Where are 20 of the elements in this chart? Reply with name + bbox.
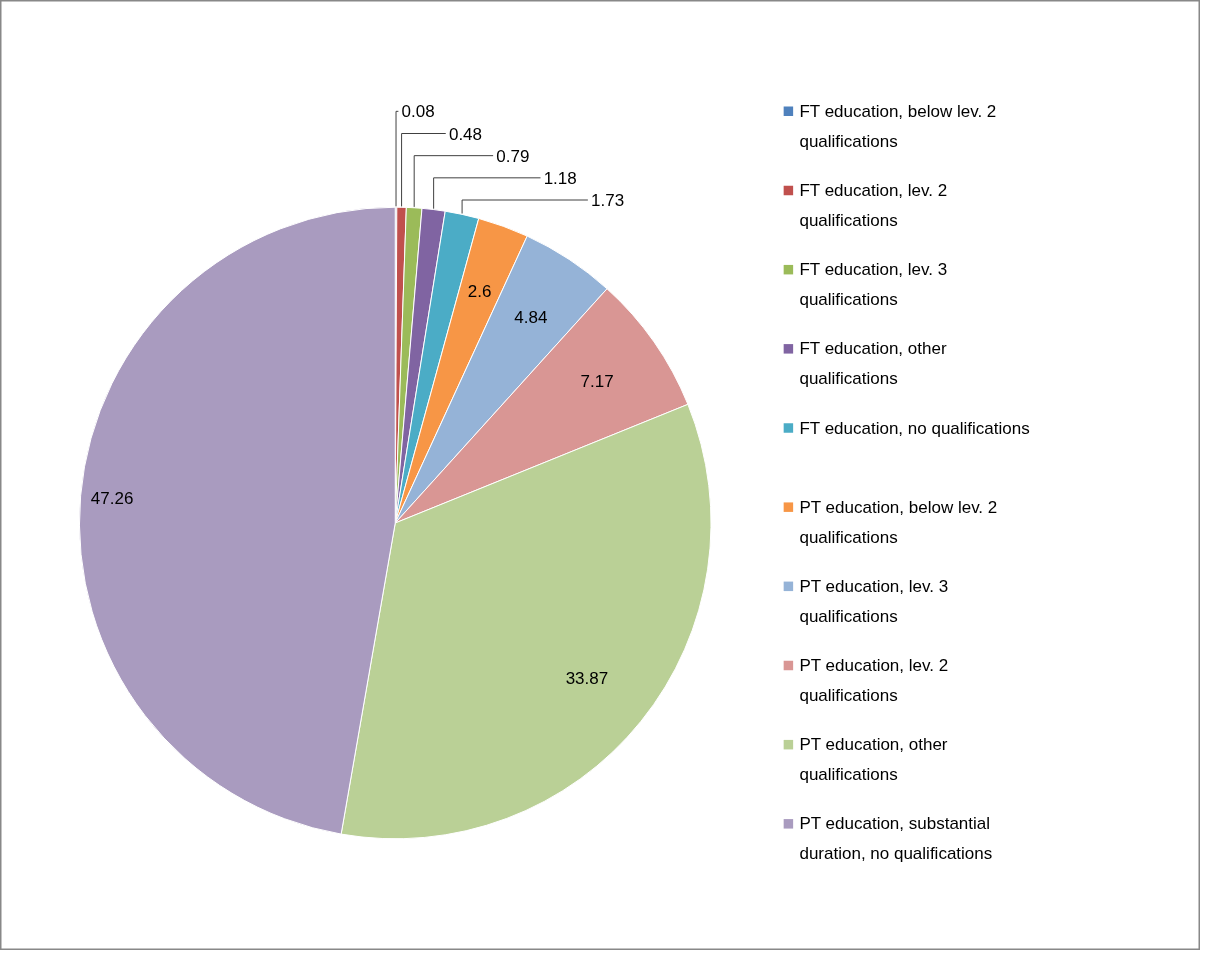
legend-label: PT education, lev. 2 qualifications bbox=[799, 656, 949, 706]
legend-label: FT education, lev. 2 qualifications bbox=[799, 181, 948, 231]
legend-label: PT education, other qualifications bbox=[799, 735, 948, 785]
data-label: 0.48 bbox=[448, 124, 483, 144]
legend-label: FT education, no qualifications bbox=[799, 418, 1030, 438]
legend-label: PT education, substantial duration, no qualifications bbox=[799, 814, 993, 864]
legend-label: FT education, lev. 3 qualifications bbox=[799, 260, 948, 310]
data-label: 0.08 bbox=[401, 102, 435, 122]
data-label: 1.18 bbox=[543, 168, 577, 188]
data-label: 2.6 bbox=[467, 281, 492, 301]
legend-label: FT education, below lev. 2 qualifications bbox=[799, 101, 997, 151]
data-label: 7.17 bbox=[580, 372, 614, 392]
data-label: 33.87 bbox=[565, 669, 609, 689]
data-label: 47.26 bbox=[90, 489, 134, 509]
legend-label: PT education, below lev. 2 qualifications bbox=[799, 497, 998, 547]
data-label: 0.79 bbox=[496, 146, 530, 166]
legend-label: FT education, other qualifications bbox=[799, 339, 947, 389]
data-label: 4.84 bbox=[514, 307, 548, 327]
legend-label: PT education, lev. 3 qualifications bbox=[799, 576, 949, 626]
data-label: 1.73 bbox=[591, 191, 625, 210]
